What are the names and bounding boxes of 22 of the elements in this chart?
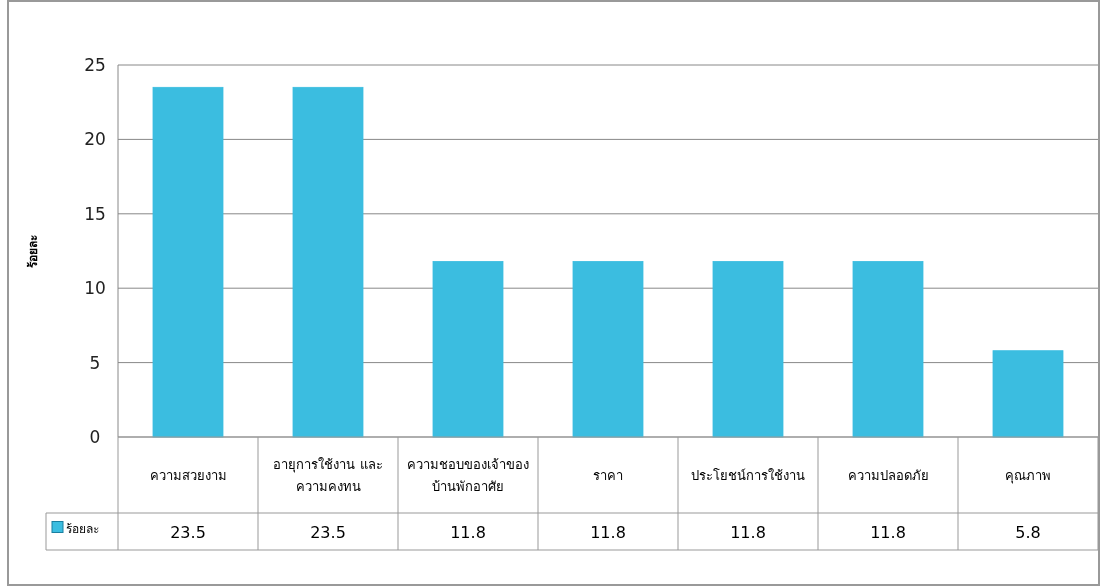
x-tick-label: อายุการใช้งาน และ ความคงทน: [273, 457, 383, 494]
x-tick-label: ความชอบของเจ้าของ บ้านพักอาศัย: [407, 457, 529, 494]
x-tick-label: ประโยชน์การใช้งาน: [691, 468, 805, 483]
legend-label: ร้อยละ: [66, 521, 99, 536]
x-tick-label: ความปลอดภัย: [847, 468, 929, 483]
data-label: 5.8: [1015, 522, 1041, 542]
data-label: 11.8: [450, 522, 486, 542]
data-label: 11.8: [870, 522, 906, 542]
y-tick-label: 5: [89, 352, 101, 373]
y-tick-label: 25: [84, 55, 106, 75]
x-tick-label: ราคา: [593, 468, 623, 483]
y-axis-title: ร้อยละ: [26, 234, 40, 268]
y-tick-label: 0: [89, 427, 101, 447]
x-tick-label: คุณภาพ: [1005, 468, 1051, 484]
data-label: 11.8: [730, 522, 766, 542]
data-label: 23.5: [310, 522, 346, 542]
data-label: 23.5: [170, 522, 206, 542]
y-tick-label: 15: [84, 203, 106, 224]
data-label: 11.8: [590, 522, 626, 542]
y-tick-label: 20: [84, 129, 106, 150]
y-tick-label: 10: [84, 278, 106, 299]
x-tick-label: ความสวยงาม: [149, 468, 227, 483]
